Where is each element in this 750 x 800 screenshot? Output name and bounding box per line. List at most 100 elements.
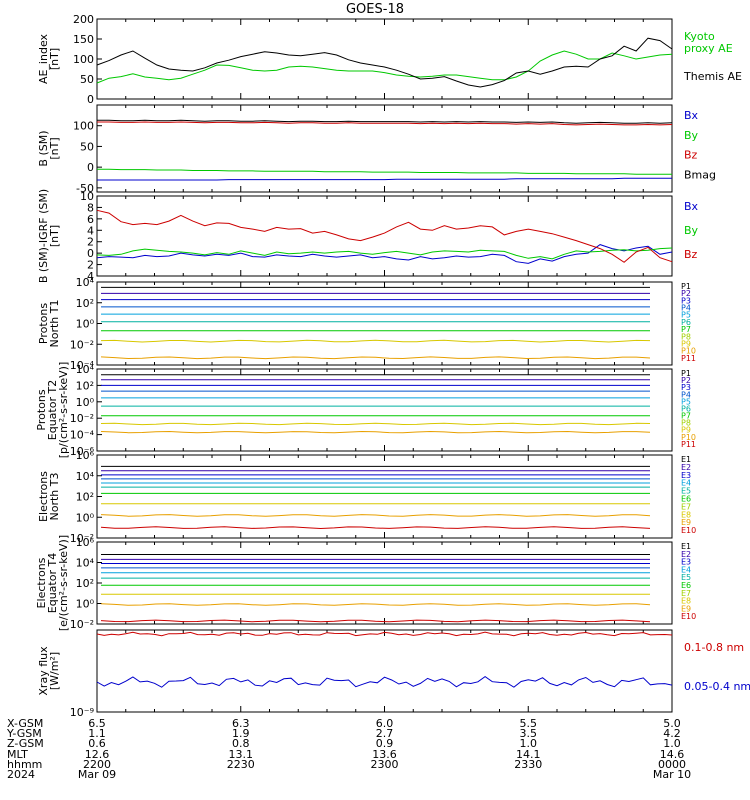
legend-e4: E4	[681, 479, 691, 488]
series-line-e10	[100, 526, 651, 530]
y-tick-label: 2	[87, 259, 94, 272]
legend-p2: P2	[681, 376, 691, 385]
series-line-e9	[100, 603, 651, 606]
panel-frame	[96, 454, 673, 539]
series-line-bz	[97, 121, 673, 126]
legend-p7: P7	[681, 325, 691, 334]
legend-bmag: Bmag	[684, 168, 716, 181]
y-tick-label: 4	[87, 270, 94, 283]
series-line-0-05-0-4-nm	[96, 675, 673, 688]
legend-p11: P11	[681, 440, 696, 449]
ephemeris-row-label: 2024	[7, 768, 35, 781]
y-tick-label: 6	[87, 213, 94, 226]
series-line-0-1-0-8-nm	[96, 631, 673, 637]
y-tick-label: 10²	[76, 491, 94, 504]
y-axis-label: Protons	[35, 389, 48, 430]
panel-frame	[96, 195, 673, 277]
y-axis-label: Xray flux	[37, 646, 50, 696]
legend-bz: Bz	[684, 149, 698, 162]
y-tick-label: 10⁻²	[70, 532, 94, 545]
y-axis-label: [e/(cm²-s-sr-keV)]	[57, 535, 70, 631]
legend-p9: P9	[681, 426, 691, 435]
legend-e3: E3	[681, 471, 691, 480]
ephemeris-value: 5.0	[663, 717, 681, 730]
legend-p3: P3	[681, 383, 691, 392]
legend-0-05-0-4-nm: 0.05-0.4 nm	[684, 680, 750, 693]
legend-e2: E2	[681, 463, 691, 472]
legend-e8: E8	[681, 597, 691, 606]
legend-themis-ae: Themis AE	[683, 70, 742, 83]
legend-e1: E1	[681, 455, 691, 464]
y-tick-label: 10⁰	[76, 396, 95, 409]
y-tick-label: 150	[73, 33, 94, 46]
series-line-by	[97, 168, 672, 175]
y-axis-label: Equator T4	[46, 553, 59, 613]
legend-by: By	[684, 224, 699, 237]
y-tick-label: 10⁻⁴	[70, 429, 95, 442]
ephemeris-row-label: X-GSM	[7, 717, 43, 730]
ephemeris-value: 12.6	[85, 748, 110, 761]
legend-by: By	[684, 129, 699, 142]
legend-p4: P4	[681, 304, 691, 313]
y-tick-label: 10⁰	[76, 598, 95, 611]
series-line-e9	[100, 514, 651, 517]
y-tick-label: 0	[87, 161, 94, 174]
series-line-bx	[97, 177, 672, 181]
legend-kyoto-proxy-ae: Kyoto	[684, 30, 715, 43]
series-line-themis-ae	[96, 37, 673, 88]
y-axis-label: Electrons	[37, 471, 50, 522]
series-line-e10	[100, 619, 651, 623]
y-tick-label: 10⁰	[76, 511, 95, 524]
y-axis-label: Electrons	[35, 557, 48, 608]
legend-p2: P2	[681, 289, 691, 298]
series-line-p8	[100, 422, 651, 426]
y-tick-label: 10²	[76, 577, 94, 590]
ephemeris-value: 6.3	[232, 717, 250, 730]
legend-p6: P6	[681, 318, 691, 327]
ephemeris-table: X-GSMY-GSMZ-GSMMLThhmm20246.51.10.612.62…	[6, 717, 691, 781]
ephemeris-value: 2300	[371, 758, 399, 771]
ephemeris-value: 2330	[514, 758, 542, 771]
legend-e10: E10	[681, 526, 696, 535]
legend-e8: E8	[681, 510, 691, 519]
legend-p10: P10	[681, 433, 696, 442]
legend-e2: E2	[681, 550, 691, 559]
ephemeris-value: 2200	[83, 758, 111, 771]
y-tick-label: 50	[80, 73, 94, 86]
y-tick-label: 8	[87, 201, 94, 214]
panel-frame	[96, 281, 673, 366]
series-line-bz	[96, 209, 673, 263]
legend-0-1-0-8-nm: 0.1-0.8 nm	[684, 641, 744, 654]
y-tick-label: 0	[87, 93, 94, 106]
series-line-bx	[96, 244, 673, 264]
legend-e9: E9	[681, 518, 691, 527]
panel-frame	[96, 18, 673, 100]
panel-frame	[96, 368, 673, 452]
y-tick-label: 10²	[76, 379, 94, 392]
ephemeris-value: 13.1	[229, 748, 254, 761]
legend-bz: Bz	[684, 248, 698, 261]
y-tick-label: 10⁴	[76, 470, 95, 483]
y-axis-label: [nT]	[48, 48, 61, 70]
y-axis-label: [nT]	[48, 225, 61, 247]
ephemeris-row-label: Y-GSM	[6, 727, 42, 740]
series-line-p9	[100, 356, 651, 360]
ephemeris-value: 14.6	[660, 748, 685, 761]
ephemeris-value: 2230	[227, 758, 255, 771]
ephemeris-value: 1.0	[520, 737, 538, 750]
y-tick-label: 10⁴	[76, 557, 95, 570]
legend-e4: E4	[681, 565, 691, 574]
legend-e1: E1	[681, 542, 691, 551]
panel-2: -50 0 50 100 B (SM)[nT] Bx By Bz Bmag	[37, 104, 716, 195]
y-axis-label: Equator T2	[46, 380, 59, 440]
y-axis-label: [nT]	[48, 137, 61, 159]
legend-e6: E6	[681, 495, 691, 504]
y-tick-label: 10⁻⁴	[70, 359, 95, 372]
y-axis-label: AE_index	[37, 33, 50, 84]
legend-bx: Bx	[684, 109, 699, 122]
ephemeris-value: 0.9	[376, 737, 394, 750]
y-tick-label: 10	[80, 190, 94, 203]
